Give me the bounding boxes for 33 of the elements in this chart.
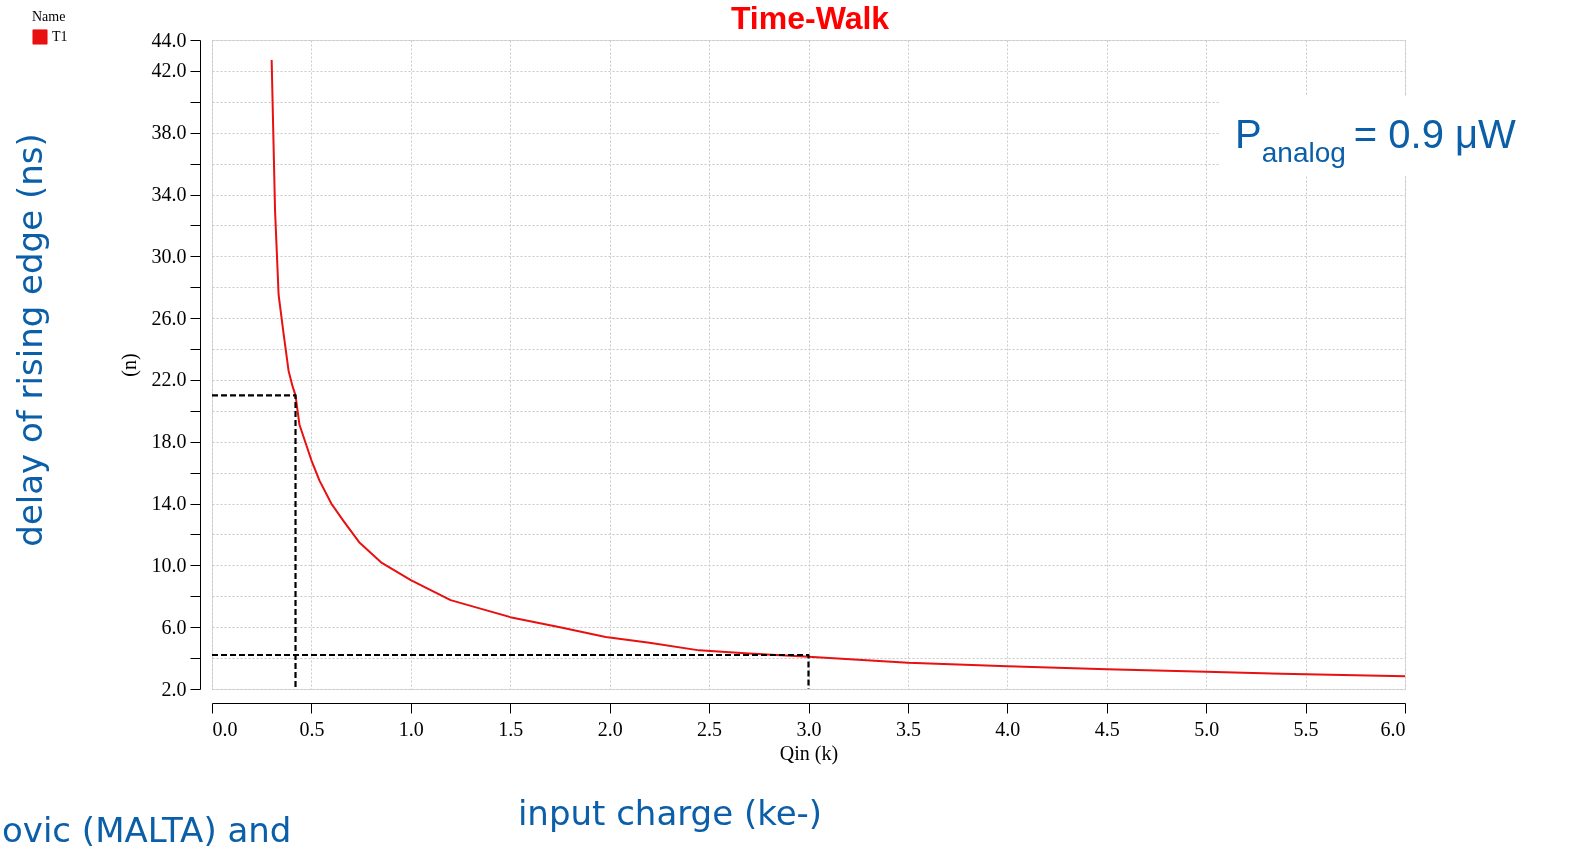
x-tick-label: 2.5 <box>697 717 723 740</box>
y-tick-label: 6.0 <box>161 615 187 638</box>
y-tick-label: 30.0 <box>151 244 187 267</box>
y-tick-label: 10.0 <box>151 553 187 576</box>
x-tick-label: 4.0 <box>995 717 1021 740</box>
legend-label: T1 <box>52 29 68 44</box>
x-tick-label: 0.0 <box>212 717 238 740</box>
y-tick-label: 14.0 <box>151 492 187 515</box>
x-tick-label: 2.0 <box>597 717 623 740</box>
text: input charge (ke-) <box>517 793 823 833</box>
legend-title: Name <box>32 9 66 24</box>
x-tick-label: 0.5 <box>299 717 325 740</box>
x-tick-label: 6.0 <box>1380 717 1406 740</box>
chart-title: Time-Walk <box>730 0 890 36</box>
y-tick-label: 34.0 <box>151 183 187 206</box>
x-tick-label: 1.5 <box>498 717 524 740</box>
y-tick-label: 22.0 <box>151 368 187 391</box>
y-tick-label: 2.0 <box>161 677 187 700</box>
text: delay of rising edge (ns) <box>10 133 50 547</box>
x-tick-label: 3.0 <box>796 717 822 740</box>
x-axis-title: Qin (k) <box>779 741 839 765</box>
y-tick-label: 18.0 <box>151 430 187 453</box>
x-tick-label: 3.5 <box>895 717 921 740</box>
x-tick-label: 5.0 <box>1194 717 1220 740</box>
text: ovic (MALTA) and <box>2 810 292 850</box>
x-tick-label: 1.0 <box>398 717 424 740</box>
y-tick-label: 26.0 <box>151 306 187 329</box>
y-tick-label: 42.0 <box>151 59 187 82</box>
y-axis-title: (n) <box>117 353 141 377</box>
y-tick-label: 44.0 <box>151 28 187 51</box>
x-tick-label: 4.5 <box>1094 717 1120 740</box>
x-tick-label: 5.5 <box>1293 717 1319 740</box>
y-tick-label: 38.0 <box>151 121 187 144</box>
